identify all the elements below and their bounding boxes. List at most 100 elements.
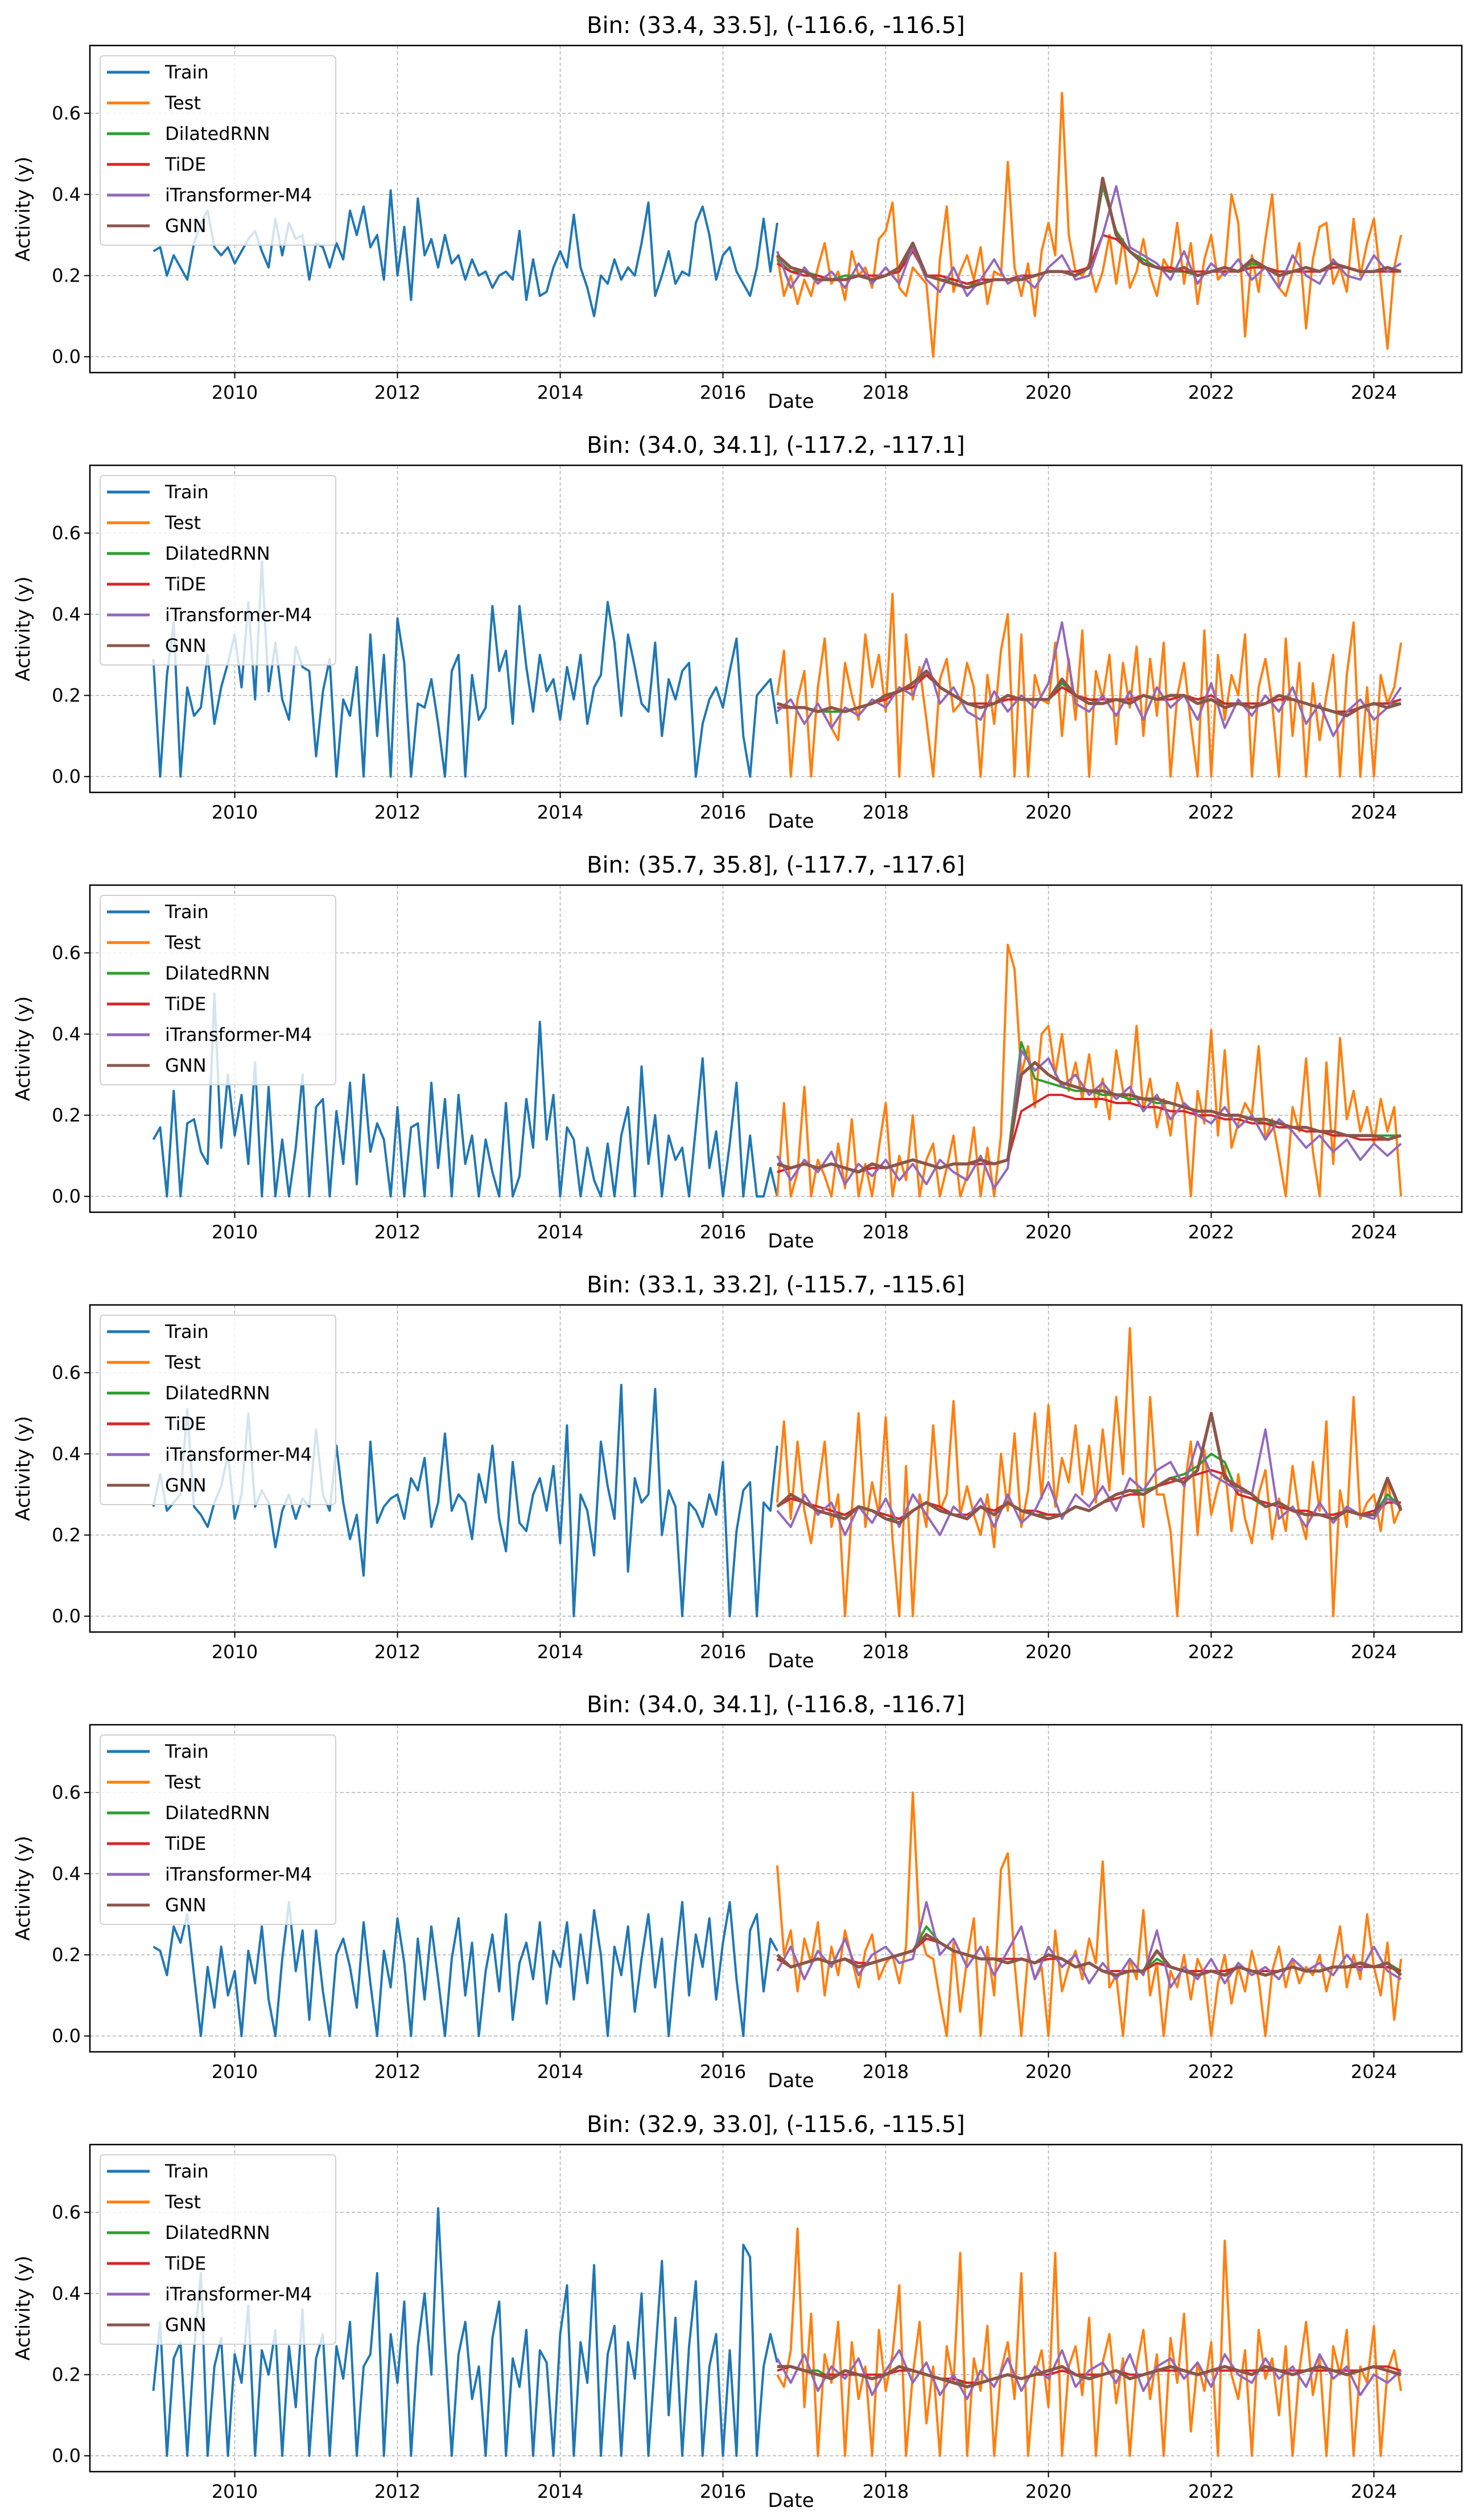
legend-item: Test <box>107 932 201 953</box>
legend-label: Test <box>164 1352 201 1373</box>
legend-item: TiDE <box>107 1413 206 1435</box>
x-tick-label: 2014 <box>537 2481 583 2502</box>
subplot-title: Bin: (32.9, 33.0], (-115.6, -115.5] <box>587 2112 965 2138</box>
legend-label: iTransformer-M4 <box>165 1024 312 1046</box>
y-tick-label: 0.4 <box>52 1863 81 1885</box>
series-line-gnn <box>777 669 1401 717</box>
x-tick-label: 2024 <box>1351 1641 1397 1663</box>
x-tick-label: 2018 <box>863 2481 909 2502</box>
x-tick-label: 2018 <box>863 2061 909 2083</box>
y-tick-label: 0.0 <box>52 2025 81 2047</box>
series-line-test <box>776 1327 1403 1618</box>
x-tick-label: 2016 <box>700 382 746 403</box>
series-line-tide <box>777 1093 1401 1174</box>
x-axis-label: Date <box>768 2069 814 2092</box>
axes-frame <box>89 1724 1463 2053</box>
legend-item: GNN <box>107 635 207 656</box>
x-tick-label: 2020 <box>1025 2481 1071 2502</box>
legend: Train Test DilatedRNN TiDE iTransformer-M4 GN… <box>100 55 336 246</box>
x-tick-label: 2022 <box>1188 1641 1234 1663</box>
x-tick-label: 2020 <box>1025 1641 1071 1663</box>
legend-label: Train <box>164 2160 209 2182</box>
x-tick-label: 2012 <box>374 2061 420 2083</box>
legend-label: Test <box>164 92 201 114</box>
subplot-1: Bin: (33.4, 33.5], (-116.6, -116.5] 2010 2… <box>12 13 1463 413</box>
legend-item: Train <box>107 2160 209 2182</box>
subplot-2: Bin: (34.0, 34.1], (-117.2, -117.1] 2010 2… <box>12 432 1463 833</box>
x-tick-label: 2012 <box>374 2481 420 2502</box>
legend-item: Train <box>107 1321 209 1342</box>
legend-item: Train <box>107 61 209 83</box>
legend-item: Train <box>107 901 209 923</box>
x-tick-label: 2010 <box>212 1221 258 1243</box>
legend-label: DilatedRNN <box>165 543 270 564</box>
legend-label: TiDE <box>164 2253 206 2274</box>
x-tick-label: 2018 <box>863 1641 909 1663</box>
y-tick-label: 0.6 <box>52 2201 81 2223</box>
legend-item: DilatedRNN <box>107 2222 270 2244</box>
y-tick-label: 0.6 <box>52 102 81 124</box>
x-tick-label: 2016 <box>700 802 746 823</box>
legend-item: Train <box>107 1741 209 1762</box>
legend-item: DilatedRNN <box>107 123 270 144</box>
subplot-title: Bin: (34.0, 34.1], (-116.8, -116.7] <box>587 1692 965 1718</box>
subplot-4: Bin: (33.1, 33.2], (-115.7, -115.6] 2010 2… <box>12 1272 1463 1672</box>
legend-item: Train <box>107 481 209 503</box>
x-tick-label: 2014 <box>537 1641 583 1663</box>
legend-box <box>100 55 336 246</box>
legend-box <box>100 2154 336 2345</box>
legend-item: DilatedRNN <box>107 1382 270 1404</box>
legend-label: Test <box>164 512 201 534</box>
legend-item: GNN <box>107 215 207 237</box>
axes-frame <box>89 464 1463 794</box>
series-line-train <box>152 1901 778 2038</box>
x-tick-label: 2010 <box>212 2481 258 2502</box>
legend-label: Train <box>164 481 209 503</box>
legend-label: GNN <box>165 215 207 237</box>
x-tick-label: 2012 <box>374 382 420 403</box>
legend-label: iTransformer-M4 <box>165 2283 312 2305</box>
x-tick-label: 2022 <box>1188 802 1234 823</box>
y-tick-label: 0.0 <box>52 1605 81 1627</box>
x-tick-label: 2012 <box>374 802 420 823</box>
legend-label: TiDE <box>164 993 206 1015</box>
y-tick-label: 0.4 <box>52 1023 81 1045</box>
legend-label: DilatedRNN <box>165 123 270 144</box>
x-axis-label: Date <box>768 2489 814 2512</box>
series-line-itransformer-m4 <box>776 185 1402 298</box>
series-line-gnn <box>777 1061 1401 1174</box>
y-tick-label: 0.6 <box>52 1362 81 1383</box>
y-axis-label: Activity (y) <box>12 1416 35 1521</box>
legend-label: Train <box>164 61 209 83</box>
legend-label: iTransformer-M4 <box>165 184 312 206</box>
legend-label: Test <box>164 1771 201 1793</box>
series-line-test <box>776 1791 1403 2038</box>
legend-label: GNN <box>165 635 207 656</box>
legend-label: Test <box>164 2191 201 2213</box>
y-tick-label: 0.2 <box>52 1104 81 1126</box>
legend-item: TiDE <box>107 993 206 1015</box>
x-tick-label: 2016 <box>700 1221 746 1243</box>
x-tick-label: 2010 <box>212 802 258 823</box>
y-tick-label: 0.0 <box>52 766 81 787</box>
y-axis-label: Activity (y) <box>12 156 35 262</box>
x-tick-label: 2022 <box>1188 2481 1234 2502</box>
series-line-itransformer-m4 <box>776 1901 1402 1989</box>
subplot-title: Bin: (34.0, 34.1], (-117.2, -117.1] <box>587 432 965 458</box>
y-axis-label: Activity (y) <box>12 576 35 681</box>
y-axis-label: Activity (y) <box>12 996 35 1101</box>
legend-label: DilatedRNN <box>165 1382 270 1404</box>
x-tick-label: 2018 <box>863 382 909 403</box>
y-tick-label: 0.6 <box>52 942 81 964</box>
y-tick-label: 0.2 <box>52 265 81 286</box>
legend-item: Test <box>107 1352 201 1373</box>
y-tick-label: 0.2 <box>52 2364 81 2385</box>
subplot-6: Bin: (32.9, 33.0], (-115.6, -115.5] 2010 2… <box>12 2112 1463 2512</box>
x-tick-label: 2016 <box>700 2481 746 2502</box>
x-axis-label: Date <box>768 810 814 833</box>
x-tick-label: 2016 <box>700 2061 746 2083</box>
legend-label: Test <box>164 932 201 953</box>
legend: Train Test DilatedRNN TiDE iTransformer-M4 GN… <box>100 1734 336 1925</box>
legend-item: iTransformer-M4 <box>107 1444 312 1465</box>
